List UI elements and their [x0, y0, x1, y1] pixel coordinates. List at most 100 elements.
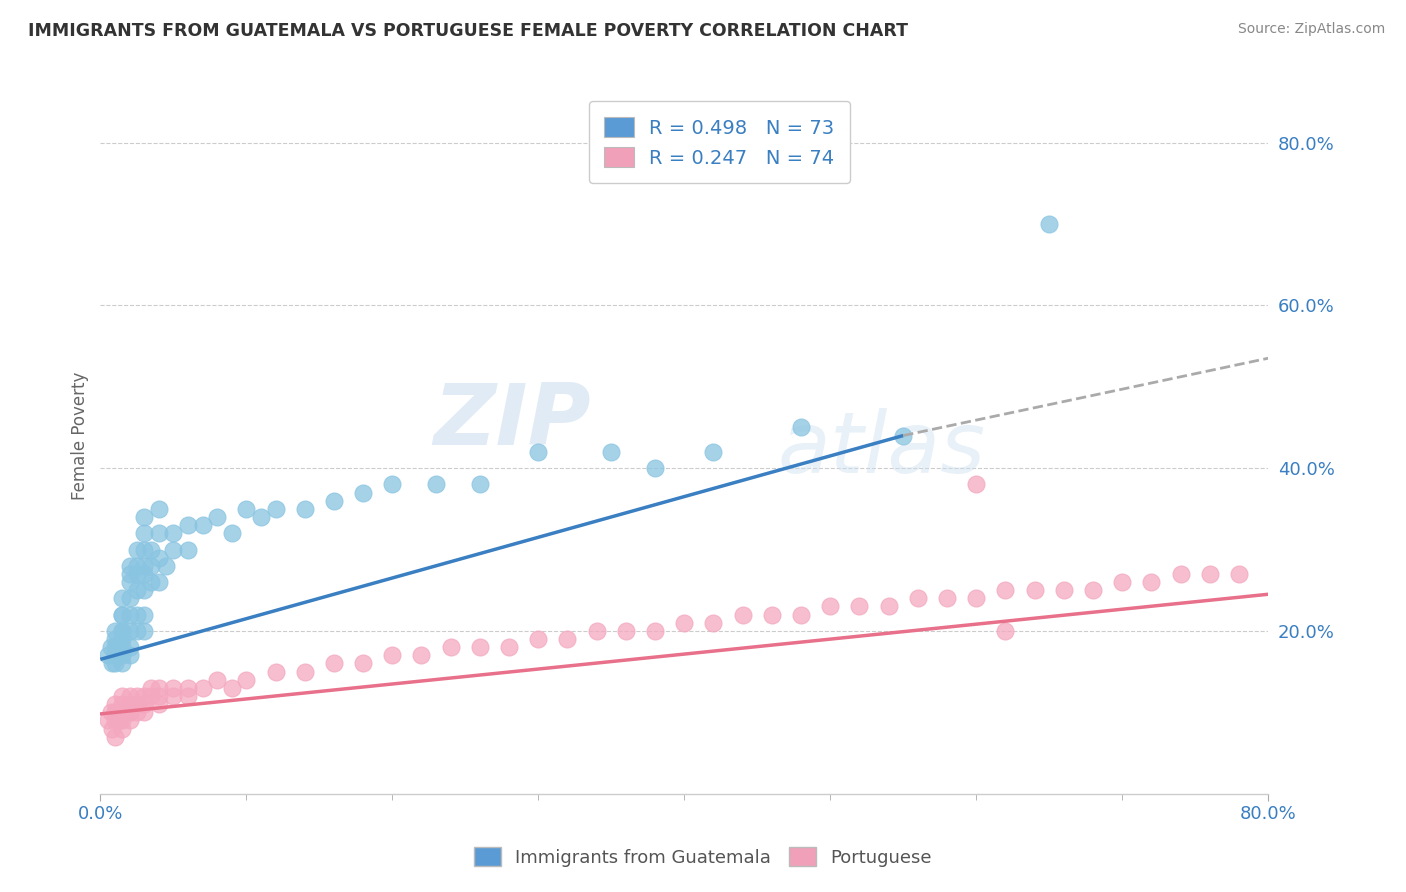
Point	[557, 632, 579, 646]
Point	[965, 591, 987, 606]
Point	[644, 624, 666, 638]
Point	[877, 599, 900, 614]
Point	[644, 461, 666, 475]
Point	[118, 558, 141, 573]
Point	[148, 550, 170, 565]
Point	[250, 510, 273, 524]
Point	[1081, 583, 1104, 598]
Point	[381, 477, 404, 491]
Point	[134, 624, 156, 638]
Point	[104, 640, 127, 655]
Point	[101, 657, 124, 671]
Point	[162, 542, 184, 557]
Point	[352, 657, 374, 671]
Legend: R = 0.498   N = 73, R = 0.247   N = 74: R = 0.498 N = 73, R = 0.247 N = 74	[589, 102, 849, 184]
Text: atlas: atlas	[778, 409, 986, 491]
Point	[118, 640, 141, 655]
Point	[104, 648, 127, 663]
Point	[148, 681, 170, 695]
Point	[107, 640, 129, 655]
Text: IMMIGRANTS FROM GUATEMALA VS PORTUGUESE FEMALE POVERTY CORRELATION CHART: IMMIGRANTS FROM GUATEMALA VS PORTUGUESE …	[28, 22, 908, 40]
Point	[100, 706, 122, 720]
Point	[104, 632, 127, 646]
Point	[125, 583, 148, 598]
Point	[104, 730, 127, 744]
Point	[141, 542, 163, 557]
Point	[148, 689, 170, 703]
Point	[162, 526, 184, 541]
Point	[352, 485, 374, 500]
Point	[177, 518, 200, 533]
Point	[108, 648, 131, 663]
Point	[425, 477, 447, 491]
Text: ZIP: ZIP	[433, 380, 591, 463]
Legend: Immigrants from Guatemala, Portuguese: Immigrants from Guatemala, Portuguese	[467, 840, 939, 874]
Point	[1024, 583, 1046, 598]
Point	[118, 706, 141, 720]
Point	[322, 657, 344, 671]
Point	[731, 607, 754, 622]
Point	[148, 501, 170, 516]
Point	[148, 575, 170, 590]
Point	[134, 583, 156, 598]
Point	[104, 624, 127, 638]
Point	[205, 673, 228, 687]
Point	[118, 689, 141, 703]
Point	[125, 558, 148, 573]
Point	[702, 615, 724, 630]
Point	[111, 624, 134, 638]
Point	[111, 689, 134, 703]
Point	[221, 526, 243, 541]
Point	[235, 501, 257, 516]
Point	[177, 689, 200, 703]
Point	[191, 681, 214, 695]
Point	[100, 640, 122, 655]
Point	[294, 501, 316, 516]
Point	[134, 526, 156, 541]
Point	[111, 607, 134, 622]
Point	[1140, 575, 1163, 590]
Point	[1111, 575, 1133, 590]
Point	[818, 599, 841, 614]
Point	[994, 583, 1017, 598]
Point	[141, 558, 163, 573]
Point	[111, 624, 134, 638]
Point	[104, 657, 127, 671]
Point	[125, 607, 148, 622]
Point	[381, 648, 404, 663]
Point	[111, 632, 134, 646]
Point	[111, 640, 134, 655]
Point	[1038, 217, 1060, 231]
Point	[994, 624, 1017, 638]
Point	[294, 665, 316, 679]
Point	[264, 501, 287, 516]
Point	[111, 714, 134, 728]
Point	[134, 607, 156, 622]
Point	[702, 445, 724, 459]
Point	[111, 657, 134, 671]
Point	[118, 648, 141, 663]
Point	[205, 510, 228, 524]
Point	[148, 526, 170, 541]
Point	[134, 558, 156, 573]
Point	[134, 566, 156, 581]
Point	[891, 428, 914, 442]
Point	[125, 542, 148, 557]
Point	[498, 640, 520, 655]
Point	[1170, 566, 1192, 581]
Point	[107, 706, 129, 720]
Point	[118, 624, 141, 638]
Point	[134, 510, 156, 524]
Point	[440, 640, 463, 655]
Point	[125, 566, 148, 581]
Point	[111, 591, 134, 606]
Point	[585, 624, 607, 638]
Point	[527, 632, 550, 646]
Point	[118, 697, 141, 711]
Point	[108, 714, 131, 728]
Point	[104, 714, 127, 728]
Point	[111, 697, 134, 711]
Point	[965, 477, 987, 491]
Point	[614, 624, 637, 638]
Point	[134, 542, 156, 557]
